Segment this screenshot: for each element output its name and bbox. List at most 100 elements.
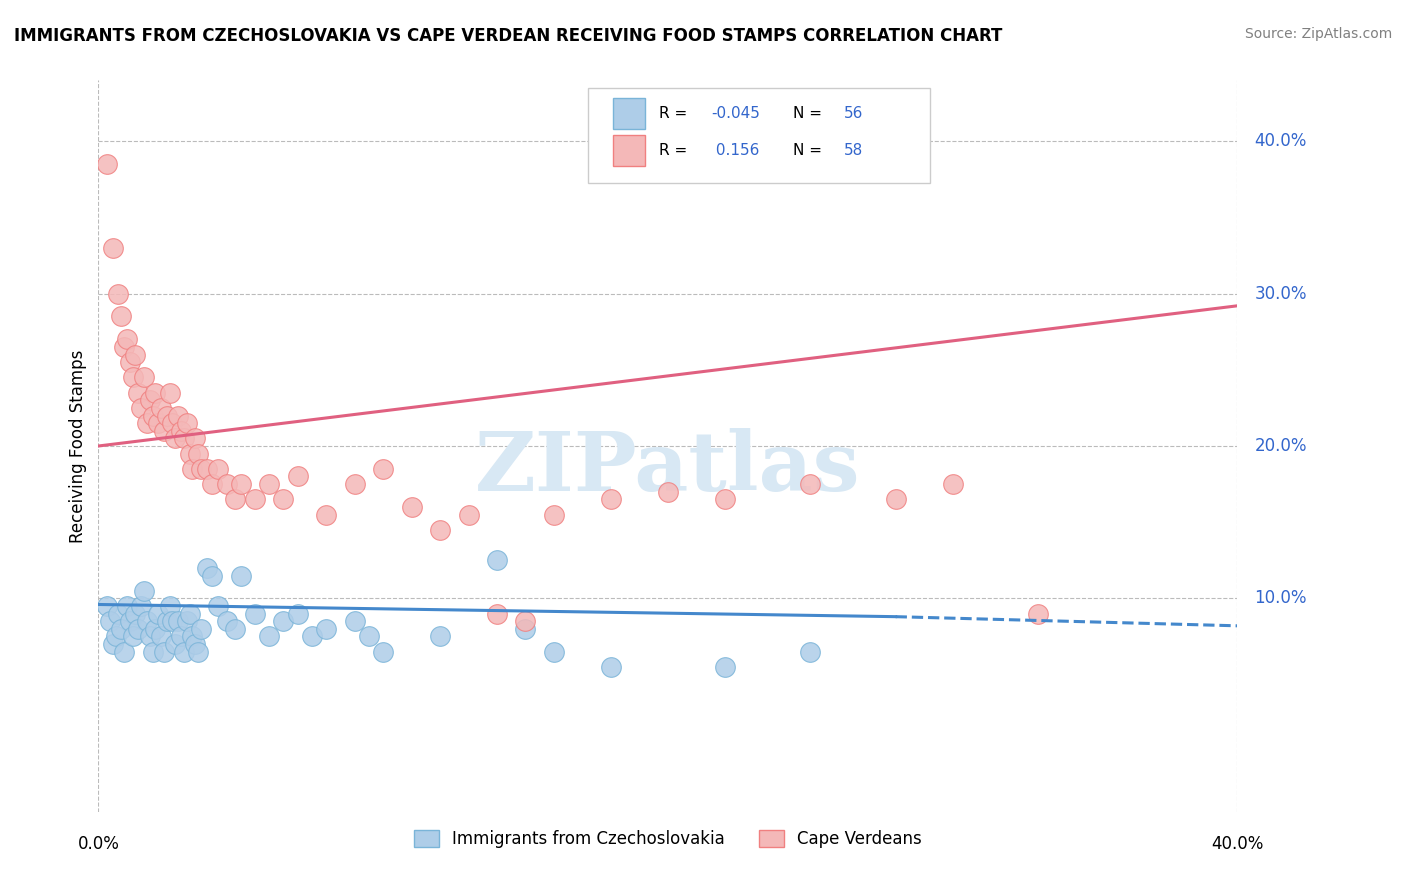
Point [486, 607, 509, 621]
Point [162, 614, 184, 628]
Point [259, 630, 281, 644]
Point [141, 409, 163, 423]
Point [600, 660, 623, 674]
Point [121, 630, 143, 644]
Point [181, 462, 204, 476]
Point [357, 630, 380, 644]
Point [343, 477, 366, 491]
Point [145, 385, 167, 400]
Point [401, 500, 423, 514]
Point [1026, 607, 1049, 621]
Point [215, 614, 238, 628]
Text: 40.0%: 40.0% [1211, 835, 1264, 853]
Point [156, 614, 179, 628]
Point [657, 484, 679, 499]
Point [96, 157, 118, 171]
Point [145, 622, 167, 636]
FancyBboxPatch shape [613, 98, 645, 128]
Point [129, 401, 152, 415]
Point [301, 630, 323, 644]
Point [373, 645, 395, 659]
Point [179, 607, 201, 621]
Point [273, 492, 295, 507]
Point [799, 645, 821, 659]
Point [98, 614, 121, 628]
Point [287, 607, 309, 621]
Point [215, 477, 238, 491]
Point [101, 637, 124, 651]
Point [118, 614, 141, 628]
Point [600, 492, 623, 507]
Point [190, 462, 212, 476]
Point [167, 614, 190, 628]
Point [135, 416, 157, 430]
Point [101, 241, 124, 255]
Point [148, 416, 170, 430]
Point [162, 416, 184, 430]
Point [167, 409, 190, 423]
Text: 20.0%: 20.0% [1254, 437, 1306, 455]
Point [176, 416, 198, 430]
FancyBboxPatch shape [613, 135, 645, 166]
Legend: Immigrants from Czechoslovakia, Cape Verdeans: Immigrants from Czechoslovakia, Cape Ver… [408, 823, 928, 855]
Point [138, 630, 160, 644]
Point [127, 622, 149, 636]
Point [135, 614, 157, 628]
Point [486, 553, 509, 567]
Point [429, 523, 451, 537]
Point [138, 393, 160, 408]
Point [173, 645, 195, 659]
Point [129, 599, 152, 613]
Text: 30.0%: 30.0% [1254, 285, 1306, 302]
Point [714, 660, 737, 674]
Point [799, 477, 821, 491]
Point [201, 477, 224, 491]
Point [243, 492, 266, 507]
Point [714, 492, 737, 507]
Point [373, 462, 395, 476]
Point [165, 637, 187, 651]
Point [159, 599, 181, 613]
Point [115, 332, 138, 346]
Text: 10.0%: 10.0% [1254, 590, 1306, 607]
Point [457, 508, 479, 522]
Point [207, 462, 229, 476]
Point [201, 568, 224, 582]
Point [224, 492, 246, 507]
Point [121, 370, 143, 384]
Point [195, 561, 218, 575]
FancyBboxPatch shape [588, 87, 929, 183]
Point [429, 630, 451, 644]
Point [115, 599, 138, 613]
Point [148, 607, 170, 621]
Point [110, 622, 132, 636]
Point [153, 645, 176, 659]
Point [104, 630, 127, 644]
Text: ZIPatlas: ZIPatlas [475, 428, 860, 508]
Point [515, 614, 537, 628]
Text: 0.0%: 0.0% [77, 835, 120, 853]
Point [110, 310, 132, 324]
Point [127, 385, 149, 400]
Point [515, 622, 537, 636]
Point [187, 645, 209, 659]
Point [179, 447, 201, 461]
Point [112, 340, 135, 354]
Point [187, 447, 209, 461]
Point [229, 477, 252, 491]
Point [287, 469, 309, 483]
Point [96, 599, 118, 613]
Point [543, 508, 565, 522]
Text: R =: R = [659, 106, 692, 120]
Point [273, 614, 295, 628]
Point [190, 622, 212, 636]
Y-axis label: Receiving Food Stamps: Receiving Food Stamps [69, 350, 87, 542]
Point [259, 477, 281, 491]
Text: -0.045: -0.045 [711, 106, 761, 120]
Text: R =: R = [659, 143, 692, 158]
Point [107, 607, 129, 621]
Point [181, 630, 204, 644]
Point [184, 637, 207, 651]
Text: 58: 58 [845, 143, 863, 158]
Point [159, 385, 181, 400]
